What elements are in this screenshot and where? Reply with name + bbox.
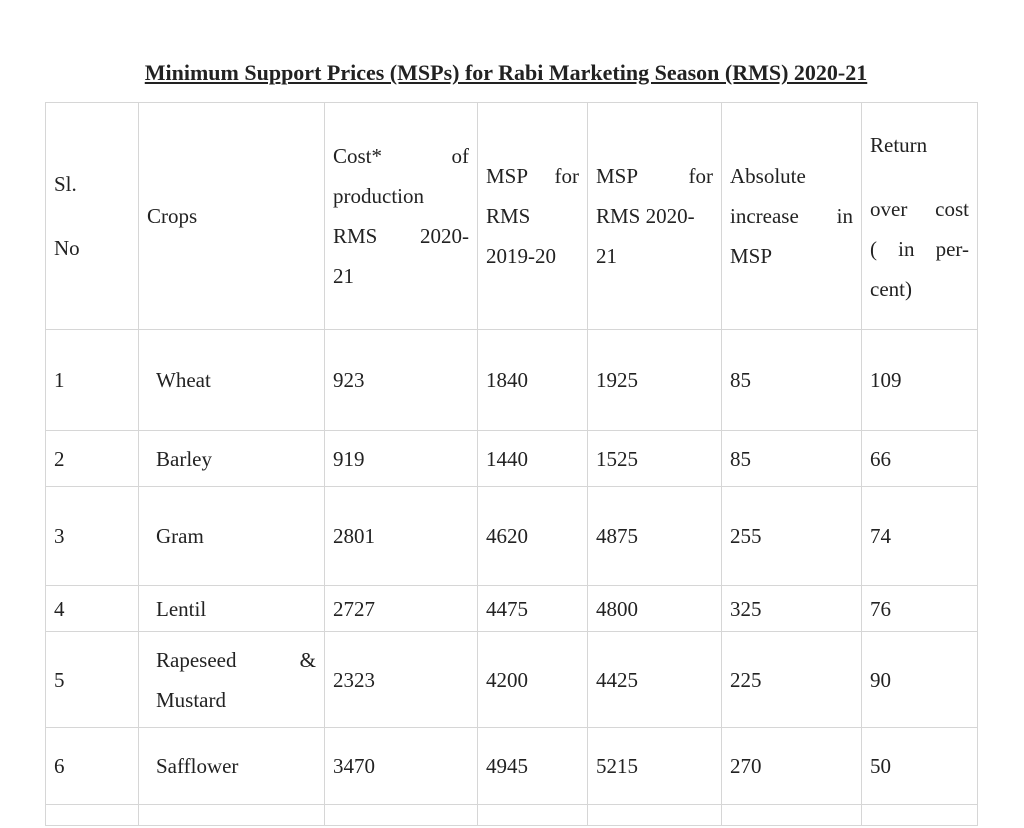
table-row: 1 Wheat 923 1840 1925 85 109 bbox=[45, 329, 978, 431]
header-msp2021-year: 21 bbox=[596, 244, 617, 268]
cell-cost: 923 bbox=[324, 329, 478, 431]
header-abs-msp: MSP bbox=[730, 244, 773, 268]
cell-crop: Barley bbox=[138, 430, 325, 487]
cell-cost: 2727 bbox=[324, 585, 478, 632]
cell-return: 74 bbox=[861, 486, 978, 586]
header-msp2021-msp: MSP bbox=[596, 164, 639, 188]
table-row-partial bbox=[45, 804, 978, 826]
header-return-cost: cost bbox=[935, 197, 969, 221]
page-title: Minimum Support Prices (MSPs) for Rabi M… bbox=[144, 60, 868, 85]
cell-empty bbox=[861, 804, 978, 826]
header-msp2021-for: for bbox=[688, 164, 714, 188]
cell-crop-rapeseed: Rapeseed bbox=[156, 647, 237, 672]
header-msp1920-rms: RMS bbox=[486, 204, 531, 228]
header-sl-line2: No bbox=[54, 236, 80, 260]
header-msp1920-for: for bbox=[554, 164, 580, 188]
header-sl-line1: Sl. bbox=[54, 172, 77, 196]
cell-empty bbox=[477, 804, 588, 826]
table-row: 4 Lentil 2727 4475 4800 325 76 bbox=[45, 585, 978, 632]
header-abs-word: Absolute bbox=[730, 164, 806, 188]
cell-msp-2019-20: 4200 bbox=[477, 631, 588, 728]
cell-msp-2019-20: 4945 bbox=[477, 727, 588, 805]
cell-increase: 255 bbox=[721, 486, 862, 586]
cell-cost: 919 bbox=[324, 430, 478, 487]
cell-sl: 4 bbox=[45, 585, 139, 632]
header-abs-in: in bbox=[836, 204, 853, 228]
cell-cost: 2323 bbox=[324, 631, 478, 728]
cell-empty bbox=[138, 804, 325, 826]
cell-msp-2019-20: 4475 bbox=[477, 585, 588, 632]
cell-crop-mustard: Mustard bbox=[156, 687, 226, 712]
cell-crop-ampersand: & bbox=[299, 647, 316, 672]
cell-msp-2020-21: 4425 bbox=[587, 631, 722, 728]
cell-return: 90 bbox=[861, 631, 978, 728]
header-cost-year-end: 21 bbox=[333, 264, 354, 288]
header-return-in: in bbox=[898, 237, 915, 261]
cell-sl: 1 bbox=[45, 329, 139, 431]
table-row: 6 Safflower 3470 4945 5215 270 50 bbox=[45, 727, 978, 805]
cell-sl: 6 bbox=[45, 727, 139, 805]
table-row: 3 Gram 2801 4620 4875 255 74 bbox=[45, 486, 978, 586]
cell-increase: 325 bbox=[721, 585, 862, 632]
table-row: 2 Barley 919 1440 1525 85 66 bbox=[45, 430, 978, 487]
cell-msp-2019-20: 1440 bbox=[477, 430, 588, 487]
header-return-per: per- bbox=[935, 237, 969, 261]
cell-msp-2020-21: 4875 bbox=[587, 486, 722, 586]
header-cost-of: of bbox=[451, 144, 470, 168]
cell-msp-2020-21: 1925 bbox=[587, 329, 722, 431]
header-sl-no: Sl. No bbox=[45, 102, 139, 330]
header-return-over: over bbox=[870, 197, 908, 221]
cell-msp-2020-21: 4800 bbox=[587, 585, 722, 632]
cell-crop: Gram bbox=[138, 486, 325, 586]
header-cost: Cost* of production RMS 2020- 21 bbox=[324, 102, 478, 330]
header-return: Return over cost ( in per- cent) bbox=[861, 102, 978, 330]
cell-increase: 270 bbox=[721, 727, 862, 805]
cell-empty bbox=[324, 804, 478, 826]
cell-sl: 2 bbox=[45, 430, 139, 487]
header-crops: Crops bbox=[138, 102, 325, 330]
msp-table: Sl. No Crops Cost* of production RMS 2020-… bbox=[45, 102, 978, 826]
header-row: Sl. No Crops Cost* of production RMS 2020-… bbox=[45, 102, 978, 330]
cell-msp-2020-21: 5215 bbox=[587, 727, 722, 805]
cell-empty bbox=[45, 804, 139, 826]
header-msp1920-year: 2019-20 bbox=[486, 244, 556, 268]
cell-empty bbox=[721, 804, 862, 826]
table-row: 5 Rapeseed & Mustard 2323 4200 4425 225 9… bbox=[45, 631, 978, 728]
cell-msp-2020-21: 1525 bbox=[587, 430, 722, 487]
cell-return: 50 bbox=[861, 727, 978, 805]
cell-increase: 85 bbox=[721, 329, 862, 431]
cell-increase: 85 bbox=[721, 430, 862, 487]
header-cost-production: production bbox=[333, 184, 424, 208]
cell-cost: 2801 bbox=[324, 486, 478, 586]
header-abs-increase: increase bbox=[730, 204, 799, 228]
header-msp-2019-20: MSP for RMS 2019-20 bbox=[477, 102, 588, 330]
header-msp-2020-21: MSP for RMS 2020- 21 bbox=[587, 102, 722, 330]
header-return-paren: ( bbox=[870, 237, 877, 261]
header-cost-rms: RMS bbox=[333, 224, 378, 248]
cell-crop: Lentil bbox=[138, 585, 325, 632]
cell-msp-2019-20: 4620 bbox=[477, 486, 588, 586]
header-cost-year: 2020- bbox=[420, 224, 469, 248]
header-msp1920-msp: MSP bbox=[486, 164, 529, 188]
cell-crop: Rapeseed & Mustard bbox=[138, 631, 325, 728]
header-absolute-increase: Absolute increase in MSP bbox=[721, 102, 862, 330]
cell-sl: 5 bbox=[45, 631, 139, 728]
cell-increase: 225 bbox=[721, 631, 862, 728]
cell-return: 76 bbox=[861, 585, 978, 632]
header-return-cent: cent) bbox=[870, 277, 912, 301]
header-msp2021-rms: RMS 2020- bbox=[596, 204, 695, 228]
cell-empty bbox=[587, 804, 722, 826]
cell-sl: 3 bbox=[45, 486, 139, 586]
cell-return: 109 bbox=[861, 329, 978, 431]
cell-crop: Wheat bbox=[138, 329, 325, 431]
header-cost-word: Cost* bbox=[333, 144, 383, 168]
header-return-word: Return bbox=[870, 133, 928, 157]
cell-msp-2019-20: 1840 bbox=[477, 329, 588, 431]
cell-crop: Safflower bbox=[138, 727, 325, 805]
cell-return: 66 bbox=[861, 430, 978, 487]
cell-cost: 3470 bbox=[324, 727, 478, 805]
